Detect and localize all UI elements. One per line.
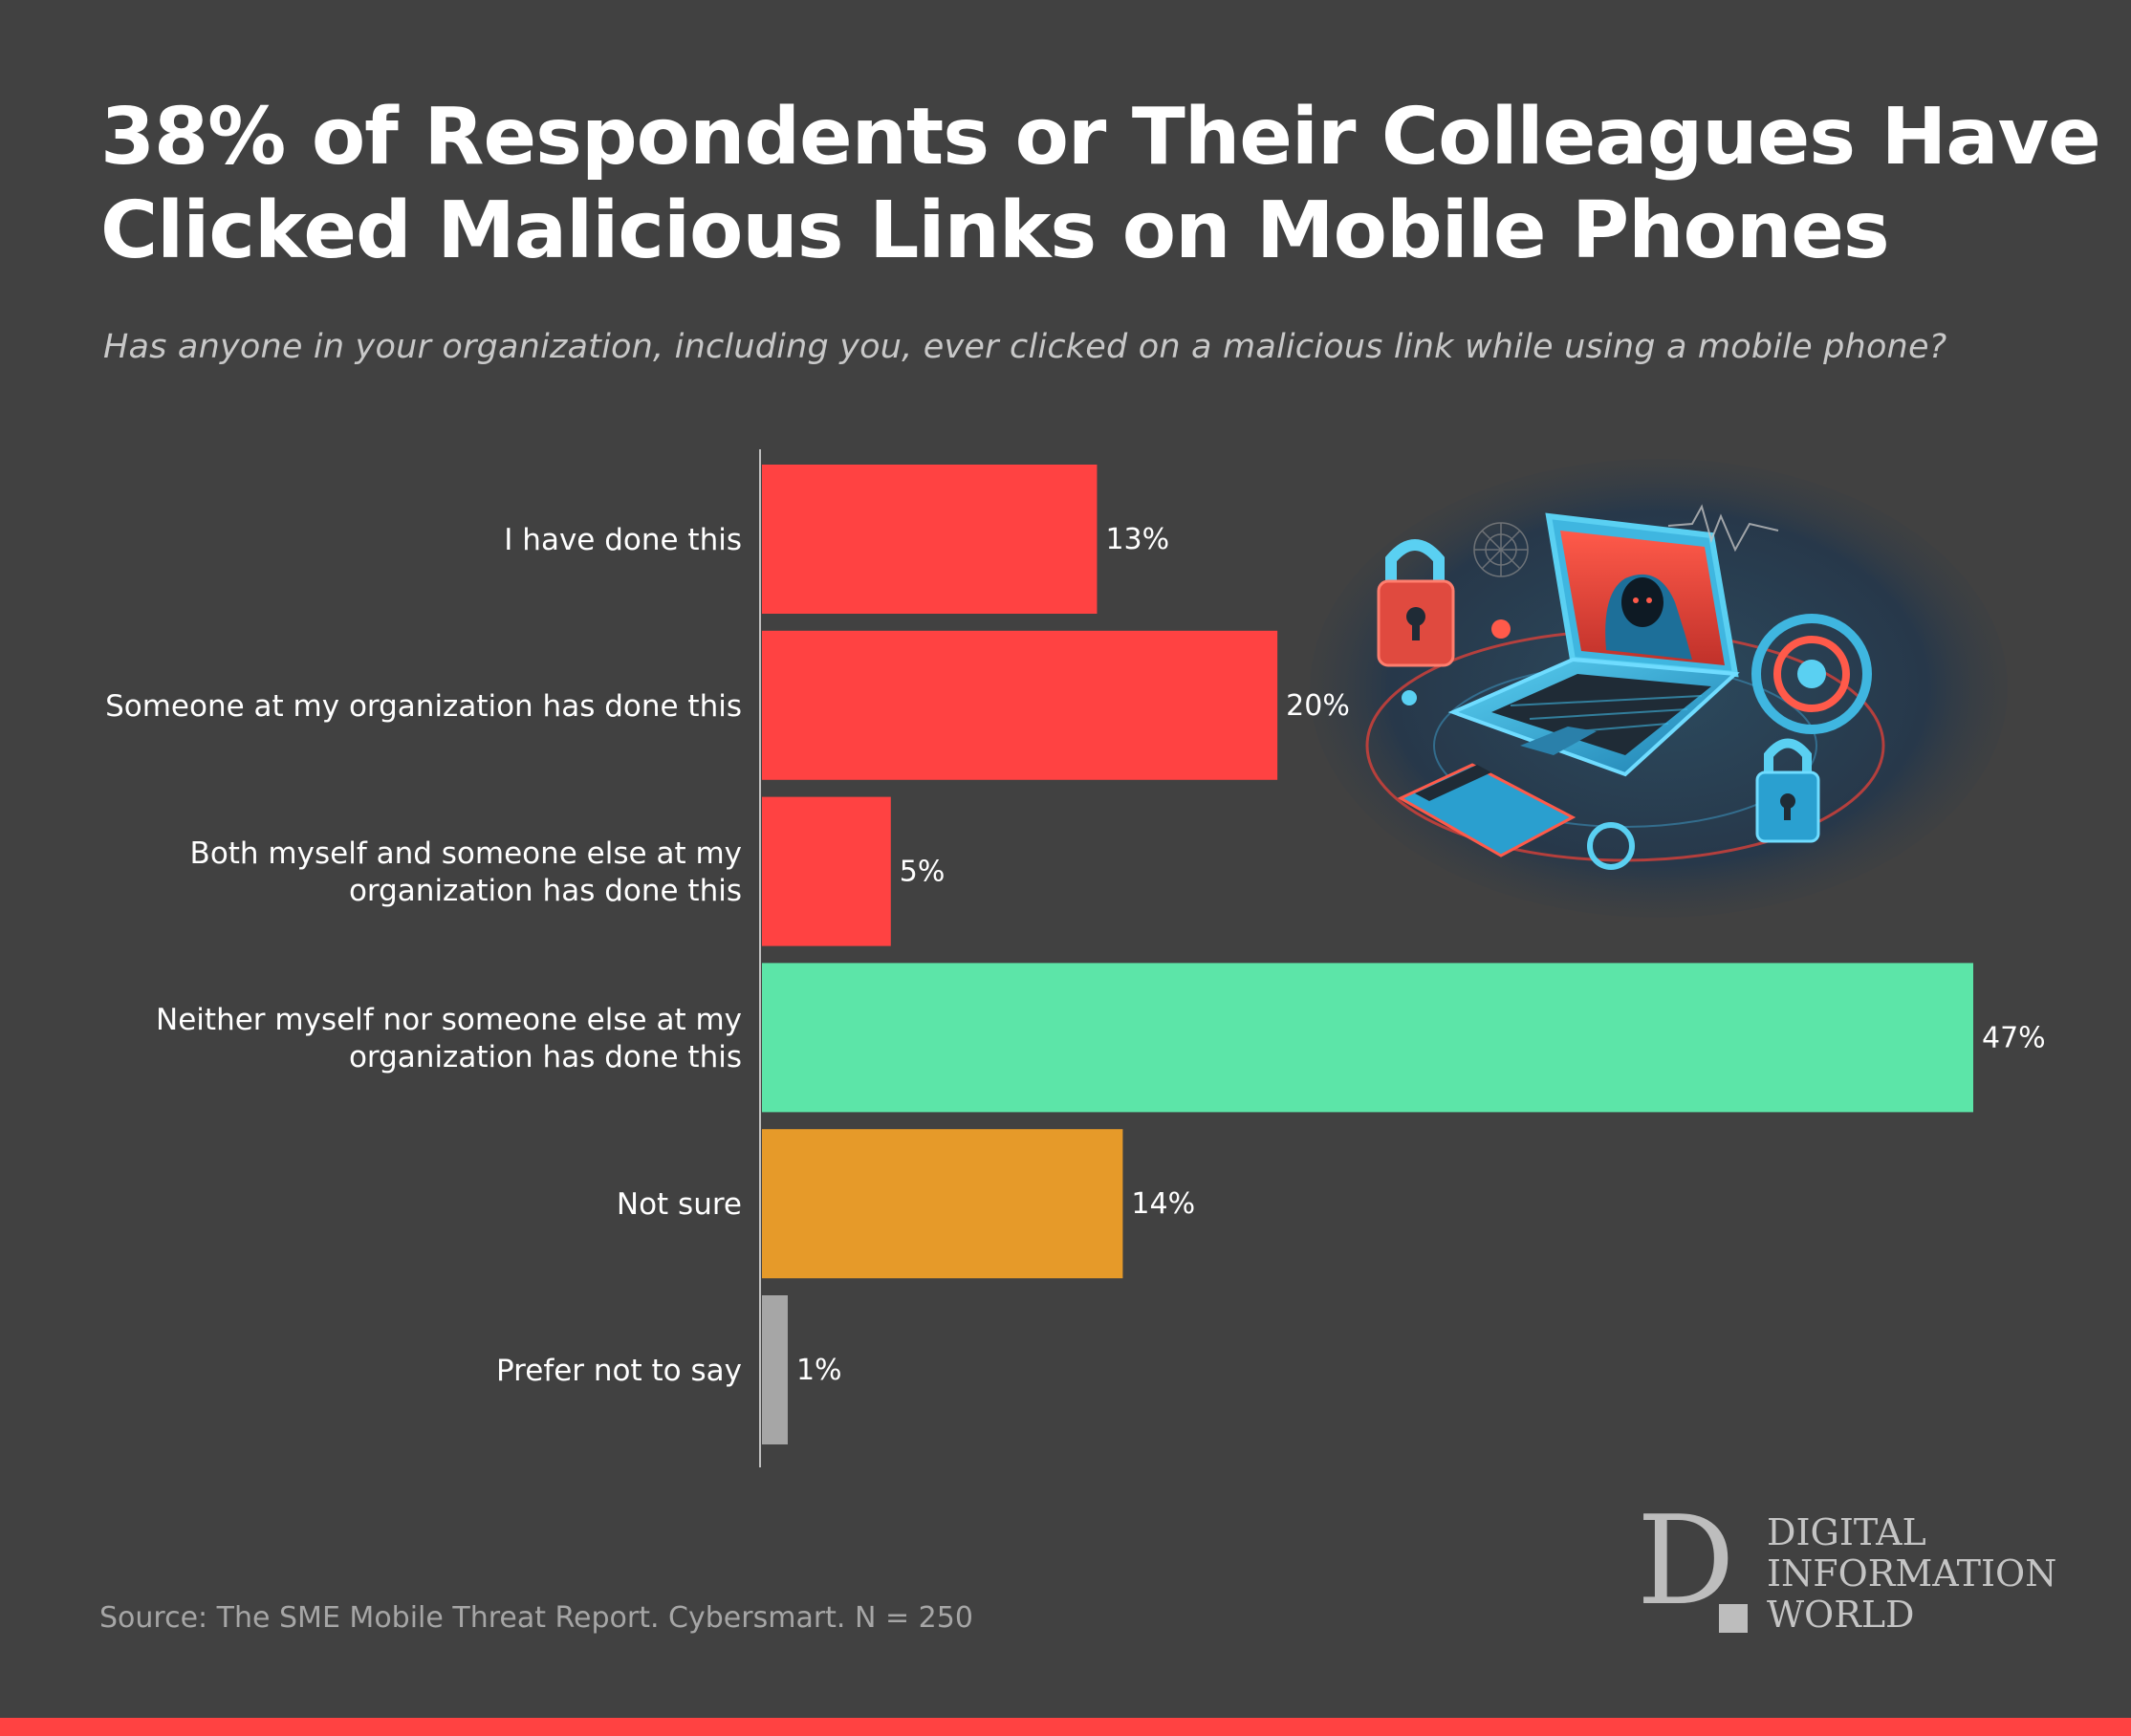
value-label-3: 47% bbox=[1982, 1021, 2046, 1054]
value-label-1: 20% bbox=[1286, 689, 1350, 723]
category-label-3: Neither myself nor someone else at my org… bbox=[156, 1003, 742, 1074]
chart-title-line-1: 38% of Respondents or Their Colleagues H… bbox=[100, 92, 2101, 183]
chart-title: 38% of Respondents or Their Colleagues H… bbox=[100, 91, 2101, 278]
category-label-4-line-0: Not sure bbox=[617, 1187, 742, 1222]
logo-mark: D bbox=[1637, 1490, 1735, 1633]
chart-title-line-2: Clicked Malicious Links on Mobile Phones bbox=[100, 185, 1890, 276]
category-label-1-line-0: Someone at my organization has done this bbox=[105, 689, 742, 724]
category-label-0-line-0: I have done this bbox=[504, 523, 742, 557]
bars-group: 13% I have done this 20% Someone at my orga… bbox=[105, 465, 2046, 1444]
category-label-1: Someone at my organization has done this bbox=[105, 689, 742, 724]
target-icon bbox=[1751, 614, 1872, 734]
value-label-5: 1% bbox=[796, 1354, 842, 1387]
dig-logo: D DIGITAL INFORMATION WORLD bbox=[1637, 1501, 2056, 1642]
value-label-0: 13% bbox=[1105, 523, 1169, 556]
padlock-icon bbox=[1755, 738, 1820, 843]
category-label-5-line-0: Prefer not to say bbox=[496, 1354, 742, 1388]
source-note: Source: The SME Mobile Threat Report. Cy… bbox=[99, 1601, 973, 1635]
category-label-0: I have done this bbox=[504, 523, 742, 557]
value-label-4: 14% bbox=[1131, 1187, 1195, 1221]
hooded-hacker-icon bbox=[1605, 574, 1692, 660]
bar-2 bbox=[762, 796, 891, 946]
category-label-2-line-1: organization has done this bbox=[349, 874, 742, 908]
bar-0 bbox=[762, 465, 1098, 614]
hacker-laptop-illustration bbox=[1310, 459, 2008, 918]
padlock-icon bbox=[1377, 539, 1455, 667]
value-label-2: 5% bbox=[900, 856, 946, 889]
logo-text: DIGITAL INFORMATION WORLD bbox=[1767, 1512, 2056, 1636]
chart-subtitle: Has anyone in your organization, includi… bbox=[103, 328, 1947, 366]
bar-3 bbox=[762, 963, 1973, 1113]
category-label-3-line-1: organization has done this bbox=[349, 1040, 742, 1074]
category-label-2-line-0: Both myself and someone else at my bbox=[190, 836, 742, 871]
category-label-4: Not sure bbox=[617, 1187, 742, 1222]
bar-4 bbox=[762, 1129, 1123, 1279]
category-label-2: Both myself and someone else at my organi… bbox=[190, 836, 742, 908]
logo-line-1: DIGITAL bbox=[1767, 1511, 1926, 1553]
bar-5 bbox=[762, 1295, 788, 1444]
logo-line-3: WORLD bbox=[1767, 1594, 1915, 1636]
category-label-3-line-0: Neither myself nor someone else at my bbox=[156, 1003, 742, 1037]
credit-card-icon bbox=[1397, 763, 1577, 857]
bar-1 bbox=[762, 630, 1278, 780]
category-label-5: Prefer not to say bbox=[496, 1354, 742, 1388]
bottom-accent-bar bbox=[0, 1718, 2131, 1736]
logo-line-2: INFORMATION bbox=[1767, 1552, 2057, 1595]
logo-square-icon bbox=[1719, 1604, 1748, 1633]
